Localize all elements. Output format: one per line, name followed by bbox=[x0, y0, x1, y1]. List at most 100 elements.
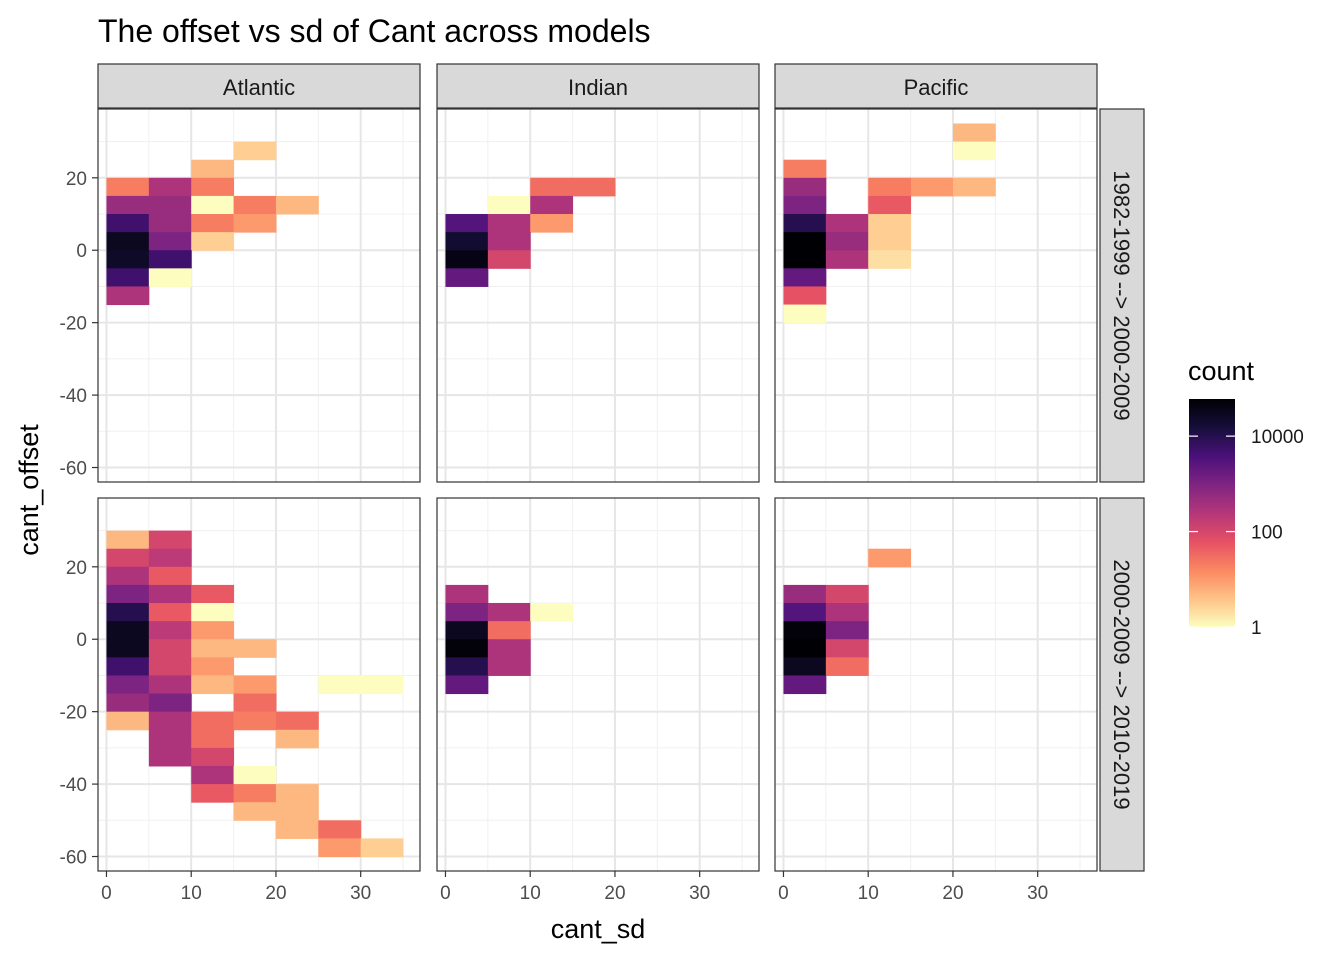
heatmap-cell bbox=[106, 639, 150, 658]
heatmap-cell bbox=[783, 268, 827, 287]
heatmap-cell bbox=[445, 639, 489, 658]
heatmap-cell bbox=[148, 621, 192, 640]
facet-panels bbox=[97, 108, 1098, 872]
strip-label-column-0: Atlantic bbox=[223, 75, 295, 100]
x-tick-label: 0 bbox=[440, 883, 451, 904]
panel-background bbox=[775, 498, 1097, 871]
heatmap-cell bbox=[233, 214, 277, 233]
heatmap-cell bbox=[148, 566, 192, 586]
heatmap-cell bbox=[191, 765, 235, 785]
heatmap-cell bbox=[233, 711, 277, 731]
heatmap-cell bbox=[106, 286, 150, 306]
heatmap-cell bbox=[783, 584, 827, 604]
panel-1-0 bbox=[436, 108, 760, 483]
heatmap-cell bbox=[106, 566, 150, 586]
heatmap-cell bbox=[148, 603, 192, 622]
panel-0-1 bbox=[97, 497, 421, 872]
heatmap-cell bbox=[445, 232, 489, 251]
heatmap-cell bbox=[275, 784, 319, 803]
heatmap-cell bbox=[445, 657, 489, 676]
heatmap-cell bbox=[106, 675, 150, 695]
panel-background bbox=[437, 498, 759, 871]
heatmap-cell bbox=[487, 232, 531, 251]
heatmap-cell bbox=[783, 177, 827, 197]
strip-column-1 bbox=[436, 63, 760, 109]
heatmap-cell bbox=[191, 195, 235, 215]
heatmap-cell bbox=[106, 268, 150, 287]
panel-2-0 bbox=[774, 108, 1098, 483]
heatmap-cell bbox=[445, 621, 489, 640]
heatmap-cell bbox=[783, 657, 827, 676]
heatmap-cell bbox=[825, 584, 869, 604]
strip-column-0 bbox=[97, 63, 421, 109]
strip-label-column-2: Pacific bbox=[904, 75, 969, 100]
heatmap-cell bbox=[191, 639, 235, 658]
heatmap-cell bbox=[148, 675, 192, 695]
heatmap-cell bbox=[148, 747, 192, 767]
legend-break-label: 100 bbox=[1251, 523, 1283, 544]
y-tick-label: -40 bbox=[60, 775, 87, 796]
panel-0-0 bbox=[97, 108, 421, 483]
heatmap-cell bbox=[572, 177, 616, 197]
heatmap-cell bbox=[783, 232, 827, 251]
heatmap-cell bbox=[868, 214, 912, 233]
heatmap-cell bbox=[910, 177, 954, 197]
heatmap-cell bbox=[275, 729, 319, 749]
strip-row-1 bbox=[1099, 497, 1145, 872]
heatmap-cell bbox=[233, 639, 277, 658]
heatmap-cell bbox=[825, 603, 869, 622]
heatmap-cell bbox=[233, 195, 277, 215]
heatmap-cell bbox=[868, 195, 912, 215]
heatmap-cell bbox=[148, 711, 192, 731]
heatmap-cell bbox=[487, 214, 531, 233]
heatmap-cell bbox=[445, 268, 489, 287]
heatmap-cell bbox=[106, 693, 150, 713]
heatmap-cell bbox=[783, 304, 827, 324]
row-strips: 1982-1999 --> 2000-2009 2000-2009 --> 201… bbox=[1099, 108, 1145, 872]
y-tick-label: -60 bbox=[60, 459, 87, 480]
heatmap-cell bbox=[148, 584, 192, 604]
heatmap-cell bbox=[233, 141, 277, 161]
heatmap-cell bbox=[191, 657, 235, 676]
heatmap-cell bbox=[783, 603, 827, 622]
heatmap-cell bbox=[148, 639, 192, 658]
x-axis-title: cant_sd bbox=[551, 914, 646, 944]
x-tick-label: 20 bbox=[604, 883, 625, 904]
heatmap-cell bbox=[148, 729, 192, 749]
y-tick-label: 20 bbox=[66, 169, 87, 190]
heatmap-cell bbox=[530, 195, 574, 215]
heatmap-cell bbox=[487, 639, 531, 658]
heatmap-cell bbox=[318, 820, 362, 839]
heatmap-cell bbox=[191, 232, 235, 251]
panel-border bbox=[436, 108, 760, 483]
heatmap-cell bbox=[191, 747, 235, 767]
heatmap-cell bbox=[783, 195, 827, 215]
panel-border bbox=[774, 108, 1098, 483]
x-tick-label: 30 bbox=[689, 883, 710, 904]
heatmap-cell bbox=[487, 621, 531, 640]
x-axis: 0 10 20 30 0 10 20 30 0 10 20 30 bbox=[101, 871, 1048, 904]
heatmap-cell bbox=[106, 603, 150, 622]
heatmap-cell bbox=[191, 159, 235, 179]
heatmap-cell bbox=[148, 548, 192, 568]
x-tick-label: 20 bbox=[942, 883, 963, 904]
y-tick-label: -60 bbox=[60, 848, 87, 869]
heatmap-cell bbox=[530, 214, 574, 233]
panel-background bbox=[775, 109, 1097, 482]
heatmap-cell bbox=[106, 584, 150, 604]
legend-break-label: 10000 bbox=[1251, 427, 1304, 448]
heatmap-cell bbox=[445, 584, 489, 604]
strip-label-column-1: Indian bbox=[568, 75, 628, 100]
panel-1-1 bbox=[436, 497, 760, 872]
heatmap-cell bbox=[191, 784, 235, 803]
heatmap-cell bbox=[106, 250, 150, 269]
panel-border bbox=[97, 108, 421, 483]
heatmap-cell bbox=[783, 639, 827, 658]
heatmap-cell bbox=[191, 177, 235, 197]
y-tick-label: 0 bbox=[76, 241, 87, 262]
heatmap-cell bbox=[191, 729, 235, 749]
heatmap-cell bbox=[445, 675, 489, 695]
heatmap-cell bbox=[360, 675, 404, 695]
heatmap-cell bbox=[530, 603, 574, 622]
x-tick-label: 10 bbox=[520, 883, 541, 904]
